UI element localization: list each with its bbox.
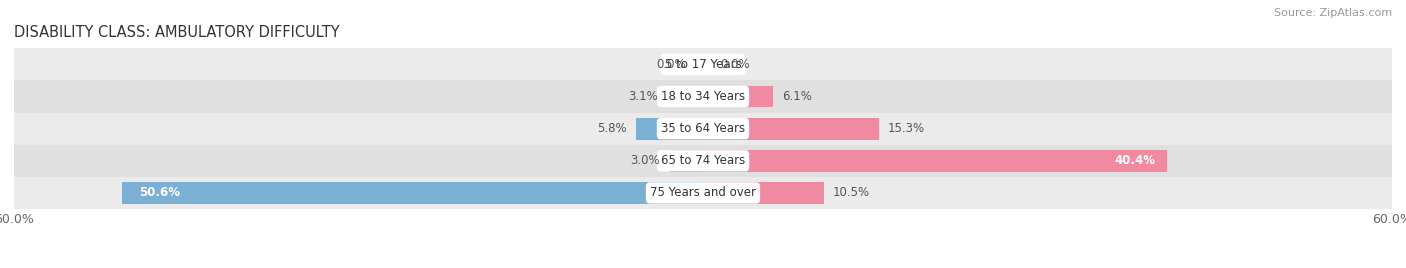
Bar	[703, 85, 773, 107]
Bar	[668, 85, 703, 107]
Text: 40.4%: 40.4%	[1115, 154, 1156, 167]
Text: Source: ZipAtlas.com: Source: ZipAtlas.com	[1274, 8, 1392, 18]
Bar	[669, 150, 703, 172]
Bar	[703, 150, 1167, 172]
Text: 3.1%: 3.1%	[628, 90, 658, 103]
Text: 15.3%: 15.3%	[887, 122, 925, 135]
Text: 0.0%: 0.0%	[720, 58, 749, 71]
Text: 50.6%: 50.6%	[139, 187, 180, 199]
Text: 5.8%: 5.8%	[598, 122, 627, 135]
Bar	[14, 80, 1392, 113]
Text: 65 to 74 Years: 65 to 74 Years	[661, 154, 745, 167]
Text: DISABILITY CLASS: AMBULATORY DIFFICULTY: DISABILITY CLASS: AMBULATORY DIFFICULTY	[14, 25, 340, 40]
Text: 5 to 17 Years: 5 to 17 Years	[665, 58, 741, 71]
Text: 0.0%: 0.0%	[657, 58, 686, 71]
Legend: Male, Female: Male, Female	[638, 263, 768, 268]
Bar	[703, 182, 824, 204]
Bar	[14, 113, 1392, 145]
Bar	[637, 118, 703, 140]
Text: 6.1%: 6.1%	[782, 90, 813, 103]
Bar	[122, 182, 703, 204]
Bar	[14, 177, 1392, 209]
Bar	[14, 48, 1392, 80]
Text: 75 Years and over: 75 Years and over	[650, 187, 756, 199]
Text: 18 to 34 Years: 18 to 34 Years	[661, 90, 745, 103]
Text: 10.5%: 10.5%	[832, 187, 870, 199]
Bar	[14, 145, 1392, 177]
Bar	[703, 118, 879, 140]
Text: 3.0%: 3.0%	[630, 154, 659, 167]
Text: 35 to 64 Years: 35 to 64 Years	[661, 122, 745, 135]
